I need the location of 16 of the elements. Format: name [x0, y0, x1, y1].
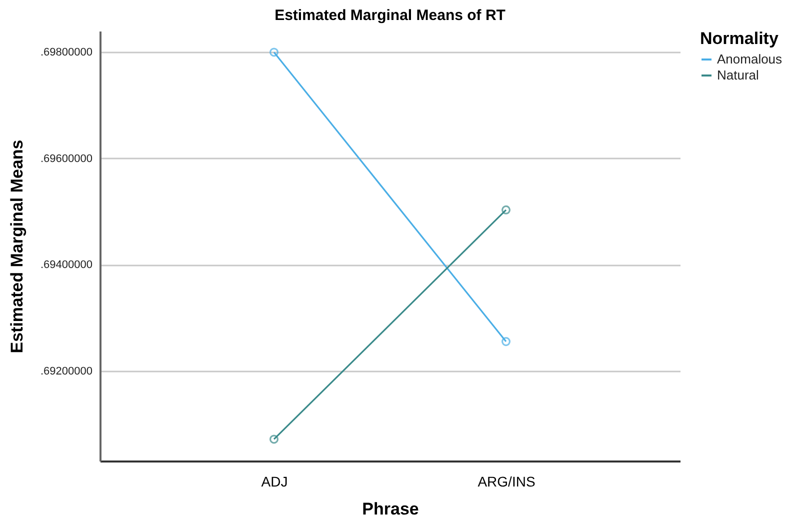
legend-title: Normality: [700, 29, 779, 48]
y-tick-label: .69600000: [40, 152, 92, 165]
legend-label: Anomalous: [717, 52, 783, 66]
x-tick-label: ADJ: [261, 474, 288, 490]
point: [269, 48, 279, 57]
x-axis-title: Phrase: [362, 500, 419, 518]
y-tick-label: .69200000: [40, 365, 92, 378]
y-tick-label: .69800000: [40, 46, 92, 59]
legend-label: Natural: [717, 68, 760, 82]
point: [501, 337, 511, 346]
point: [501, 205, 511, 214]
point: [269, 434, 279, 444]
x-tick-label: ARG/INS: [478, 474, 536, 490]
chart-title: Estimated Marginal Means of RT: [274, 7, 506, 24]
y-axis-title: Estimated Marginal Means: [8, 140, 26, 354]
y-tick-label: .69400000: [40, 259, 92, 272]
